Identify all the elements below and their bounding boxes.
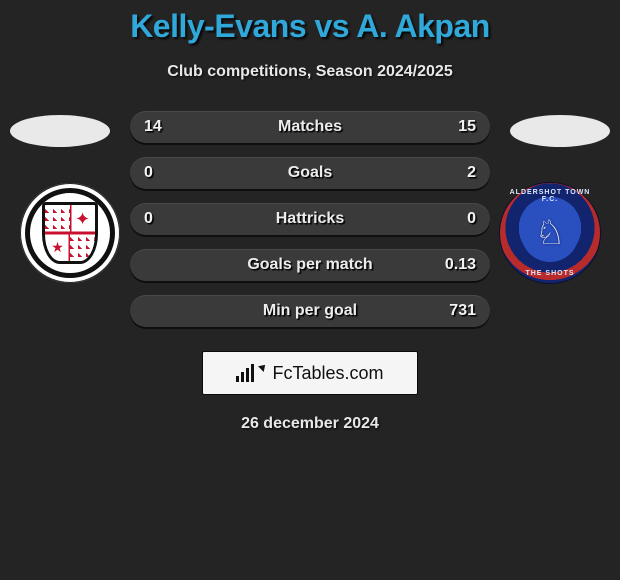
stat-row-matches: 14 Matches 15: [130, 111, 490, 143]
woking-crest-icon: ✦ ★: [20, 183, 120, 283]
stat-row-goals-per-match: Goals per match 0.13: [130, 249, 490, 281]
aldershot-crest-icon: ALDERSHOT TOWN F.C. ♘ THE SHOTS: [500, 183, 600, 283]
stat-right-value: 0: [436, 210, 476, 228]
brand-text: FcTables.com: [272, 363, 383, 384]
club-badge-right: ALDERSHOT TOWN F.C. ♘ THE SHOTS: [500, 183, 600, 283]
aldershot-top-text: ALDERSHOT TOWN F.C.: [500, 189, 600, 203]
brand-watermark[interactable]: FcTables.com: [202, 351, 418, 395]
stat-row-hattricks: 0 Hattricks 0: [130, 203, 490, 235]
brand-bars-icon: [236, 364, 254, 382]
stat-right-value: 0.13: [436, 256, 476, 274]
stat-left-value: 0: [144, 164, 184, 182]
stat-row-goals: 0 Goals 2: [130, 157, 490, 189]
comparison-main: ✦ ★ ALDERSHOT TOWN F.C. ♘ THE SHOTS 14 M…: [0, 111, 620, 433]
comparison-date: 26 december 2024: [0, 415, 620, 433]
stat-right-value: 731: [436, 302, 476, 320]
comparison-title: Kelly-Evans vs A. Akpan: [0, 0, 620, 45]
club-badge-left: ✦ ★: [20, 183, 120, 283]
brand-arrow-icon: [259, 362, 269, 372]
aldershot-bottom-text: THE SHOTS: [500, 270, 600, 277]
player-left-avatar-placeholder: [10, 115, 110, 147]
stats-list: 14 Matches 15 0 Goals 2 0 Hattricks 0 Go…: [130, 111, 490, 327]
stat-right-value: 2: [436, 164, 476, 182]
stat-right-value: 15: [436, 118, 476, 136]
player-right-avatar-placeholder: [510, 115, 610, 147]
stat-left-value: 0: [144, 210, 184, 228]
stat-row-min-per-goal: Min per goal 731: [130, 295, 490, 327]
comparison-subtitle: Club competitions, Season 2024/2025: [0, 63, 620, 81]
stat-left-value: 14: [144, 118, 184, 136]
